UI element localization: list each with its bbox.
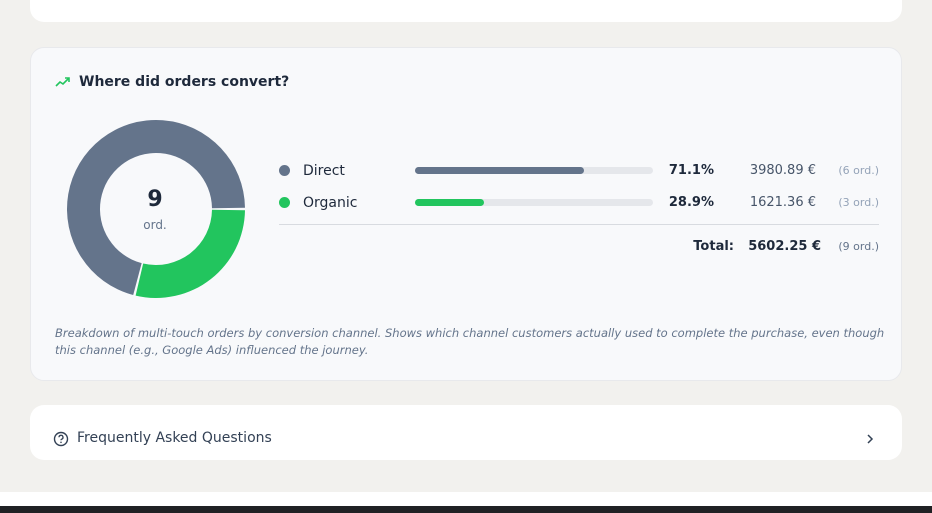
amount: 3980.89 € — [749, 163, 816, 178]
amount: 1621.36 € — [749, 195, 816, 210]
legend-label: Organic — [303, 195, 358, 211]
footer-strip — [0, 492, 932, 506]
total-orders: (9 ord.) — [838, 240, 879, 253]
donut-chart — [66, 119, 245, 298]
bar-track — [415, 199, 653, 206]
order-count: (6 ord.) — [838, 164, 879, 177]
legend-dot — [279, 165, 290, 176]
chevron — [867, 434, 874, 444]
center-value: 9 — [147, 187, 163, 212]
trend-icon — [55, 77, 70, 87]
center-unit: ord. — [143, 218, 167, 232]
donut-slice — [135, 209, 245, 298]
faq-title: Frequently Asked Questions — [77, 430, 272, 446]
bar — [415, 199, 484, 206]
faq-card[interactable]: Frequently Asked Questions — [30, 405, 902, 460]
bar — [415, 167, 585, 174]
total-label: Total: — [693, 239, 734, 254]
donut-slice — [66, 119, 245, 296]
percent-label: 71.1% — [668, 163, 714, 178]
help-icon — [53, 431, 69, 447]
card-title: Where did orders convert? — [79, 74, 290, 90]
taskbar — [0, 506, 932, 513]
legend-label: Direct — [303, 163, 345, 179]
description: Breakdown of multi-touch orders by conve… — [55, 326, 885, 357]
divider — [279, 224, 879, 225]
legend-dot — [279, 197, 290, 208]
percent-label: 28.9% — [668, 195, 714, 210]
order-count: (3 ord.) — [838, 196, 879, 209]
top-card — [30, 0, 902, 22]
conversion-card: Where did orders convert? 9 ord. Direct 7… — [30, 47, 902, 381]
total-amount: 5602.25 € — [748, 239, 821, 254]
